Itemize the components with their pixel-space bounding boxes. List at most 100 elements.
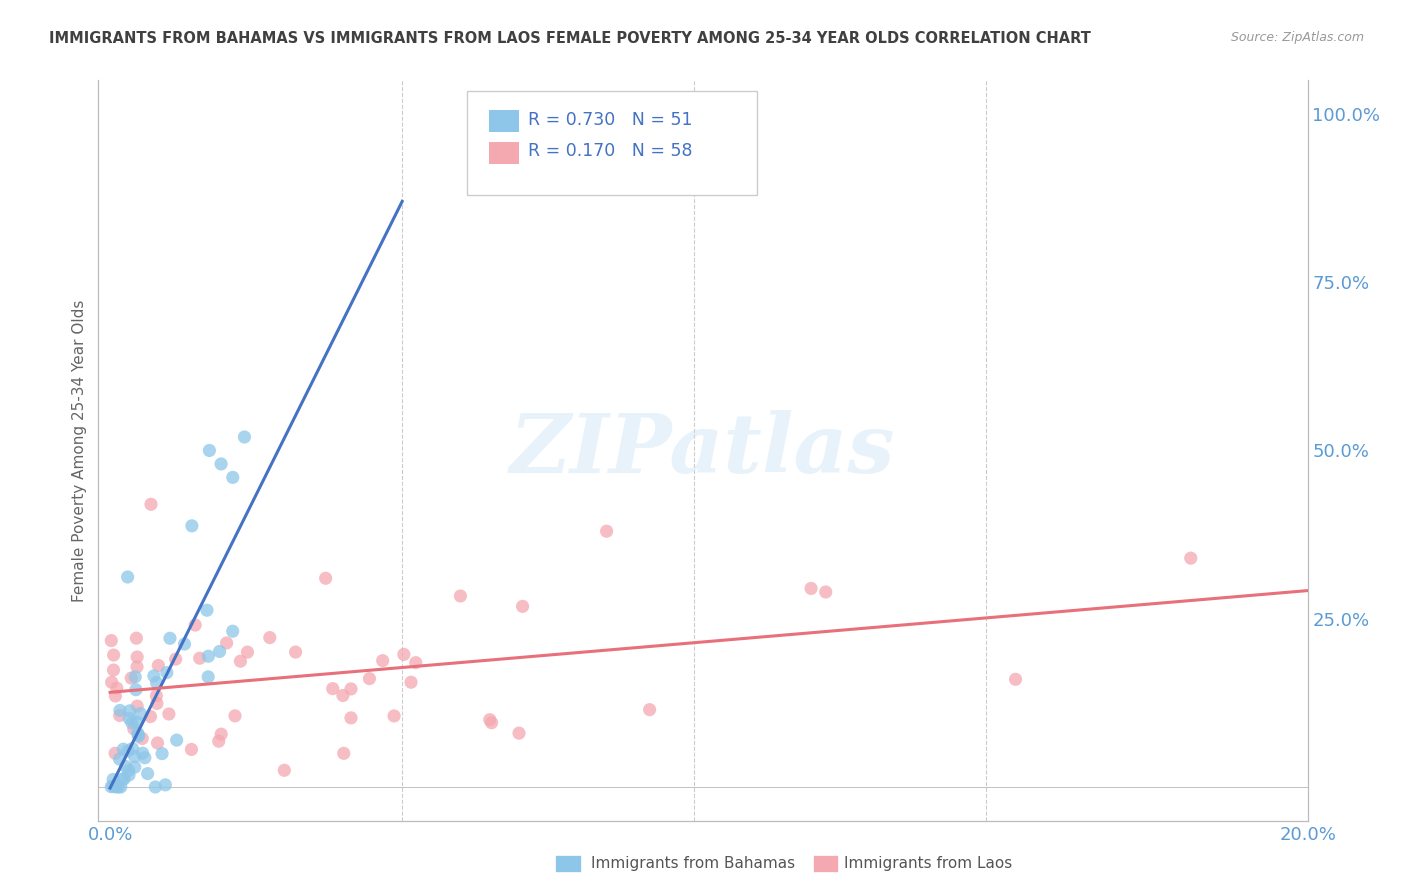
Point xyxy=(224,709,246,723)
Point xyxy=(188,651,211,665)
Point xyxy=(284,645,307,659)
Point xyxy=(382,709,405,723)
Point xyxy=(108,752,131,766)
Point xyxy=(371,654,394,668)
Point xyxy=(139,497,162,511)
Point xyxy=(127,726,149,740)
Point xyxy=(124,760,146,774)
Point xyxy=(233,430,256,444)
Point xyxy=(110,780,132,794)
Point xyxy=(117,744,139,758)
Point xyxy=(259,631,281,645)
Point xyxy=(157,706,180,721)
Point xyxy=(104,689,127,703)
Point xyxy=(800,582,823,596)
Point xyxy=(145,675,167,690)
Point xyxy=(105,681,128,695)
Point xyxy=(332,747,354,761)
Point xyxy=(155,778,177,792)
Point xyxy=(148,658,170,673)
Point xyxy=(405,656,427,670)
Point xyxy=(512,599,534,614)
Point xyxy=(103,648,125,662)
Point xyxy=(118,711,141,725)
Point xyxy=(125,660,148,674)
Point xyxy=(121,715,143,730)
Point xyxy=(208,734,231,748)
Point xyxy=(209,457,232,471)
Point xyxy=(107,780,129,794)
Point xyxy=(131,746,153,760)
Point xyxy=(236,645,259,659)
Point xyxy=(156,665,179,680)
Point xyxy=(112,742,135,756)
Point xyxy=(322,681,344,696)
Point xyxy=(208,644,231,658)
Point xyxy=(120,671,142,685)
Point xyxy=(101,779,124,793)
Point xyxy=(481,715,503,730)
FancyBboxPatch shape xyxy=(489,142,519,164)
Point xyxy=(100,780,122,794)
Point xyxy=(108,708,131,723)
Point xyxy=(118,704,141,718)
Point xyxy=(101,772,124,787)
Point xyxy=(399,675,422,690)
Point xyxy=(332,689,354,703)
Point xyxy=(197,670,219,684)
Point xyxy=(145,689,167,703)
Point xyxy=(114,759,136,773)
Point xyxy=(814,585,837,599)
Text: ZIPatlas: ZIPatlas xyxy=(510,410,896,491)
Text: R = 0.730   N = 51: R = 0.730 N = 51 xyxy=(527,111,692,128)
Point xyxy=(638,703,661,717)
Point xyxy=(146,736,169,750)
Point xyxy=(209,727,232,741)
Point xyxy=(1180,551,1202,566)
Point xyxy=(215,636,238,650)
Point xyxy=(103,663,125,677)
Point xyxy=(131,731,153,746)
Point xyxy=(595,524,617,539)
Point xyxy=(134,750,156,764)
Point xyxy=(100,633,122,648)
Point xyxy=(198,443,221,458)
Point xyxy=(229,654,252,668)
Point xyxy=(125,682,148,697)
Point xyxy=(180,519,202,533)
Bar xyxy=(813,855,838,872)
Point xyxy=(508,726,530,740)
Point xyxy=(139,709,162,723)
Point xyxy=(122,722,145,736)
Point xyxy=(127,650,149,665)
Point xyxy=(222,470,245,484)
Point xyxy=(111,772,134,786)
Point xyxy=(165,652,187,666)
Point xyxy=(1004,673,1026,687)
Point xyxy=(392,648,415,662)
Point xyxy=(118,768,141,782)
Point xyxy=(159,632,181,646)
Point xyxy=(173,637,195,651)
Point xyxy=(273,764,295,778)
Point xyxy=(127,699,149,714)
Point xyxy=(180,742,202,756)
Point xyxy=(136,766,159,780)
Y-axis label: Female Poverty Among 25-34 Year Olds: Female Poverty Among 25-34 Year Olds xyxy=(72,300,87,601)
Point xyxy=(478,713,501,727)
Point xyxy=(340,711,363,725)
Point xyxy=(124,670,146,684)
Point xyxy=(359,672,381,686)
Point xyxy=(195,603,218,617)
Point xyxy=(315,571,337,585)
Point xyxy=(100,675,122,690)
Point xyxy=(117,570,139,584)
Point xyxy=(118,764,141,778)
Point xyxy=(127,729,149,743)
Point xyxy=(125,715,148,730)
Point xyxy=(104,780,127,794)
Text: R = 0.170   N = 58: R = 0.170 N = 58 xyxy=(527,143,692,161)
Point xyxy=(184,618,207,632)
Text: Source: ZipAtlas.com: Source: ZipAtlas.com xyxy=(1230,31,1364,45)
Point xyxy=(104,746,127,760)
